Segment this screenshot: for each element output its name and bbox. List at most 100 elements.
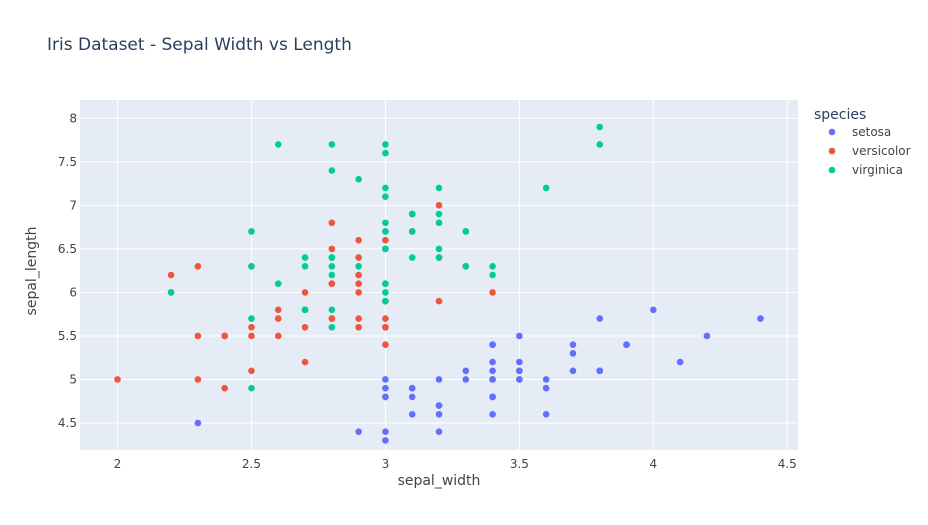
versicolor-point (274, 332, 282, 340)
virginica-point (382, 193, 389, 200)
versicolor-point (382, 236, 389, 244)
versicolor-point (301, 358, 309, 366)
y-tick-label: 7 (69, 198, 77, 212)
virginica-point (462, 262, 470, 270)
series-virginica (167, 123, 604, 392)
setosa-point (623, 341, 630, 348)
versicolor-point (328, 315, 336, 322)
legend-item-versicolor[interactable]: versicolor (828, 144, 911, 158)
setosa-point (435, 402, 443, 409)
legend-label: virginica (852, 163, 903, 177)
setosa-point (516, 358, 523, 366)
setosa-point (435, 411, 443, 418)
setosa-point (516, 367, 523, 375)
setosa-point (408, 393, 416, 401)
virginica-point (167, 289, 175, 296)
versicolor-point (355, 254, 362, 261)
legend[interactable]: setosa versicolor virginica (828, 125, 911, 177)
x-tick-label: 4 (650, 457, 658, 471)
versicolor-point (382, 315, 389, 322)
versicolor-point (355, 236, 362, 244)
virginica-point (382, 149, 389, 157)
setosa-point (650, 306, 657, 314)
versicolor-point (194, 262, 202, 270)
versicolor-point (194, 376, 202, 383)
virginica-point (382, 289, 389, 296)
virginica-point (248, 262, 255, 270)
virginica-point (382, 280, 389, 288)
legend-item-setosa[interactable]: setosa (828, 125, 892, 139)
legend-item-virginica[interactable]: virginica (828, 163, 903, 177)
x-tick-label: 4.5 (778, 457, 797, 471)
versicolor-point (355, 280, 362, 288)
setosa-point (489, 393, 496, 401)
y-tick-label: 7.5 (58, 155, 77, 169)
setosa-point (596, 367, 604, 375)
plot-area (80, 100, 798, 450)
axis-ticks: 2 2.5 3 3.5 4 4.5 4.5 5 5.5 6 6.5 7 7.5 8 (58, 111, 797, 471)
series-setosa (194, 306, 764, 444)
legend-label: versicolor (852, 144, 911, 158)
versicolor-point (274, 315, 282, 322)
virginica-point (328, 306, 336, 314)
versicolor-point (382, 341, 389, 348)
setosa-point (516, 376, 523, 383)
setosa-point (542, 411, 550, 418)
setosa-point (194, 419, 202, 427)
virginica-point (408, 254, 416, 261)
versicolor-point (221, 384, 228, 392)
setosa-point (489, 358, 496, 366)
y-tick-label: 5 (69, 372, 77, 386)
virginica-point (301, 254, 309, 261)
versicolor-point (355, 289, 362, 296)
setosa-point (435, 428, 443, 436)
y-tick-label: 5.5 (58, 329, 77, 343)
virginica-point (489, 271, 496, 279)
versicolor-point (301, 289, 309, 296)
setosa-point (408, 384, 416, 392)
x-tick-label: 3 (382, 457, 390, 471)
setosa-point (462, 376, 470, 383)
virginica-point (355, 175, 362, 183)
virginica-point (462, 228, 470, 235)
x-tick-label: 2.5 (242, 457, 261, 471)
versicolor-point (274, 306, 282, 314)
versicolor-point (435, 202, 443, 209)
chart-title: Iris Dataset - Sepal Width vs Length (47, 35, 352, 55)
legend-label: setosa (852, 125, 891, 139)
setosa-point (489, 411, 496, 418)
setosa-point (516, 332, 523, 340)
setosa-point (569, 350, 577, 357)
versicolor-point (355, 323, 362, 331)
virginica-point (435, 245, 443, 253)
versicolor-point (489, 289, 496, 296)
virginica-point (542, 184, 550, 192)
legend-marker (828, 147, 836, 155)
virginica-point (435, 254, 443, 261)
setosa-point (569, 341, 577, 348)
virginica-point (248, 315, 255, 322)
versicolor-point (435, 297, 443, 305)
virginica-point (435, 219, 443, 227)
setosa-point (489, 376, 496, 383)
virginica-point (301, 262, 309, 270)
setosa-point (489, 341, 496, 348)
setosa-point (408, 411, 416, 418)
virginica-point (382, 228, 389, 235)
setosa-point (462, 367, 470, 375)
setosa-point (542, 376, 550, 383)
virginica-point (382, 141, 389, 148)
setosa-point (382, 393, 389, 401)
virginica-point (274, 280, 282, 288)
versicolor-point (328, 280, 336, 288)
virginica-point (248, 228, 255, 235)
legend-marker (828, 128, 836, 136)
setosa-point (382, 437, 389, 444)
versicolor-point (221, 332, 228, 340)
legend-marker (828, 166, 836, 174)
virginica-point (248, 384, 255, 392)
x-axis-title: sepal_width (398, 473, 481, 489)
setosa-point (382, 376, 389, 383)
versicolor-point (328, 219, 336, 227)
